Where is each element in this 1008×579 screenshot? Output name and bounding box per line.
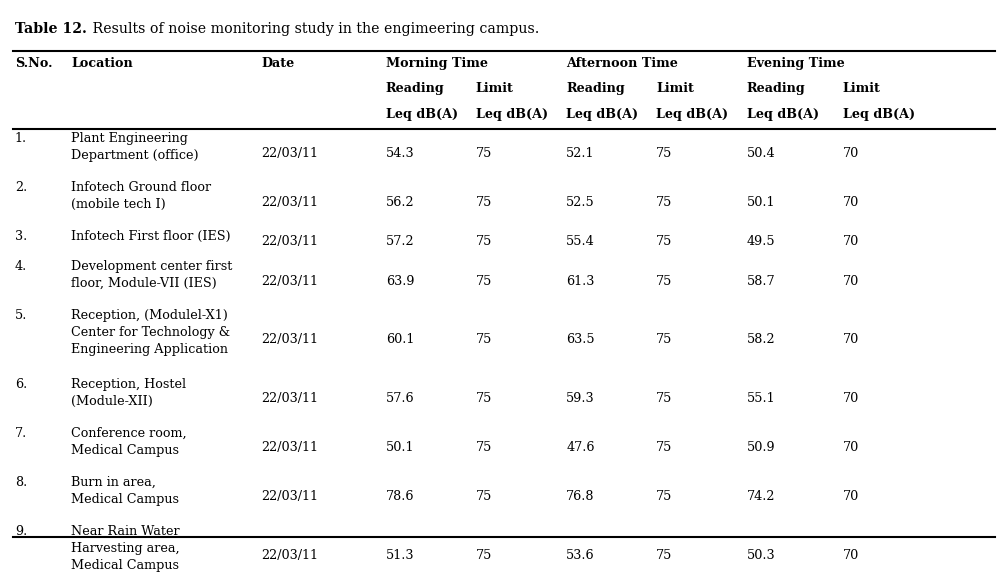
Text: Plant Engineering
Department (office): Plant Engineering Department (office) [71,132,199,162]
Text: 70: 70 [843,334,859,346]
Text: Date: Date [261,57,294,71]
Text: 22/03/11: 22/03/11 [261,235,319,248]
Text: 70: 70 [843,274,859,288]
Text: Reading: Reading [747,82,805,95]
Text: 74.2: 74.2 [747,490,775,504]
Text: 70: 70 [843,393,859,405]
Text: S.No.: S.No. [15,57,52,71]
Text: 55.4: 55.4 [566,235,595,248]
Text: 22/03/11: 22/03/11 [261,441,319,455]
Text: 55.1: 55.1 [747,393,775,405]
Text: 51.3: 51.3 [386,549,414,562]
Text: 50.1: 50.1 [747,196,775,209]
Text: 50.3: 50.3 [747,549,775,562]
Text: 59.3: 59.3 [566,393,595,405]
Text: 5.: 5. [15,309,27,322]
Text: 58.2: 58.2 [747,334,775,346]
Text: 60.1: 60.1 [386,334,414,346]
Text: 75: 75 [656,393,672,405]
Text: 50.4: 50.4 [747,147,775,160]
Text: 70: 70 [843,235,859,248]
Text: 75: 75 [656,549,672,562]
Text: Infotech First floor (IES): Infotech First floor (IES) [71,230,231,243]
Text: Leq dB(A): Leq dB(A) [566,108,638,120]
Text: 6.: 6. [15,378,27,391]
Text: 75: 75 [476,490,492,504]
Text: Results of noise monitoring study in the engimeering campus.: Results of noise monitoring study in the… [88,22,539,36]
Text: Leq dB(A): Leq dB(A) [656,108,729,120]
Text: 57.6: 57.6 [386,393,414,405]
Text: 56.2: 56.2 [386,196,414,209]
Text: Leq dB(A): Leq dB(A) [747,108,818,120]
Text: 4.: 4. [15,260,27,273]
Text: 70: 70 [843,147,859,160]
Text: Reception, Hostel
(Module-XII): Reception, Hostel (Module-XII) [71,378,186,408]
Text: Afternoon Time: Afternoon Time [566,57,678,71]
Text: 2.: 2. [15,181,27,195]
Text: 70: 70 [843,490,859,504]
Text: 22/03/11: 22/03/11 [261,549,319,562]
Text: 75: 75 [656,235,672,248]
Text: 50.1: 50.1 [386,441,414,455]
Text: 75: 75 [476,196,492,209]
Text: 76.8: 76.8 [566,490,595,504]
Text: 78.6: 78.6 [386,490,414,504]
Text: 75: 75 [656,147,672,160]
Text: 49.5: 49.5 [747,235,775,248]
Text: 75: 75 [476,147,492,160]
Text: 75: 75 [656,490,672,504]
Text: 70: 70 [843,196,859,209]
Text: 75: 75 [476,549,492,562]
Text: Reading: Reading [566,82,625,95]
Text: 8.: 8. [15,476,27,489]
Text: 75: 75 [476,274,492,288]
Text: 75: 75 [476,334,492,346]
Text: Leq dB(A): Leq dB(A) [386,108,458,120]
Text: 22/03/11: 22/03/11 [261,490,319,504]
Text: 57.2: 57.2 [386,235,414,248]
Text: 63.9: 63.9 [386,274,414,288]
Text: Near Rain Water
Harvesting area,
Medical Campus: Near Rain Water Harvesting area, Medical… [71,525,179,572]
Text: Limit: Limit [476,82,514,95]
Text: 75: 75 [656,196,672,209]
Text: 50.9: 50.9 [747,441,775,455]
Text: 53.6: 53.6 [566,549,595,562]
Text: 22/03/11: 22/03/11 [261,196,319,209]
Text: 52.1: 52.1 [566,147,595,160]
Text: Leq dB(A): Leq dB(A) [843,108,915,120]
Text: Reception, (Modulel-X1)
Center for Technology &
Engineering Application: Reception, (Modulel-X1) Center for Techn… [71,309,230,356]
Text: 70: 70 [843,549,859,562]
Text: Evening Time: Evening Time [747,57,845,71]
Text: 52.5: 52.5 [566,196,595,209]
Text: Leq dB(A): Leq dB(A) [476,108,548,120]
Text: Burn in area,
Medical Campus: Burn in area, Medical Campus [71,476,179,505]
Text: Table 12.: Table 12. [15,22,87,36]
Text: 22/03/11: 22/03/11 [261,393,319,405]
Text: 75: 75 [656,274,672,288]
Text: 47.6: 47.6 [566,441,595,455]
Text: 75: 75 [656,441,672,455]
Text: 22/03/11: 22/03/11 [261,147,319,160]
Text: 1.: 1. [15,132,27,145]
Text: 58.7: 58.7 [747,274,775,288]
Text: 7.: 7. [15,427,27,439]
Text: 75: 75 [476,235,492,248]
Text: 63.5: 63.5 [566,334,595,346]
Text: Infotech Ground floor
(mobile tech I): Infotech Ground floor (mobile tech I) [71,181,211,211]
Text: 54.3: 54.3 [386,147,414,160]
Text: Development center first
floor, Module-VII (IES): Development center first floor, Module-V… [71,260,232,290]
Text: 70: 70 [843,441,859,455]
Text: Morning Time: Morning Time [386,57,488,71]
Text: 75: 75 [656,334,672,346]
Text: 22/03/11: 22/03/11 [261,334,319,346]
Text: 75: 75 [476,393,492,405]
Text: 9.: 9. [15,525,27,538]
Text: Conference room,
Medical Campus: Conference room, Medical Campus [71,427,186,457]
Text: 61.3: 61.3 [566,274,595,288]
Text: 75: 75 [476,441,492,455]
Text: Location: Location [71,57,133,71]
Text: Reading: Reading [386,82,445,95]
Text: Limit: Limit [656,82,695,95]
Text: 3.: 3. [15,230,27,243]
Text: 22/03/11: 22/03/11 [261,274,319,288]
